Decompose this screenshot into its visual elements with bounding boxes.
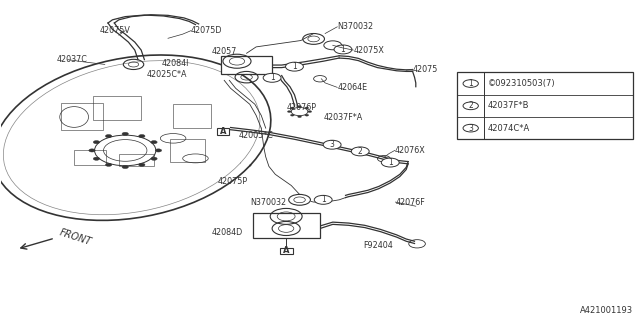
Circle shape	[151, 157, 157, 160]
Text: 1: 1	[388, 158, 392, 167]
Circle shape	[298, 106, 301, 108]
Circle shape	[93, 140, 100, 144]
Text: A: A	[220, 127, 226, 136]
Text: 42084D: 42084D	[211, 228, 243, 237]
Bar	[173, 104, 211, 128]
Text: 42074C*A: 42074C*A	[488, 124, 530, 132]
Bar	[74, 150, 106, 165]
Text: 3: 3	[468, 124, 473, 132]
Circle shape	[106, 134, 112, 138]
Circle shape	[291, 114, 294, 116]
Bar	[221, 56, 272, 74]
Circle shape	[122, 165, 129, 169]
Text: 42005*C: 42005*C	[239, 131, 274, 140]
Circle shape	[298, 116, 301, 118]
Circle shape	[463, 102, 478, 110]
Text: 42075P: 42075P	[218, 177, 248, 186]
Text: 42075D: 42075D	[191, 26, 223, 35]
Text: F92404: F92404	[364, 241, 393, 250]
Circle shape	[463, 80, 478, 87]
Circle shape	[381, 158, 399, 167]
Text: 1: 1	[468, 79, 473, 88]
Circle shape	[314, 196, 332, 204]
Text: 42076F: 42076F	[396, 197, 425, 206]
Circle shape	[305, 107, 308, 109]
Text: 42076P: 42076P	[287, 103, 317, 112]
Circle shape	[122, 132, 129, 135]
Text: 42084I: 42084I	[162, 59, 189, 68]
Circle shape	[287, 111, 291, 113]
Circle shape	[89, 149, 95, 152]
Circle shape	[151, 140, 157, 144]
Text: 1: 1	[269, 73, 275, 82]
Circle shape	[139, 134, 145, 138]
Text: 42076X: 42076X	[395, 146, 426, 155]
Circle shape	[334, 45, 352, 54]
Text: 1: 1	[292, 62, 297, 71]
Circle shape	[305, 114, 308, 116]
Circle shape	[308, 111, 312, 113]
Text: 42075X: 42075X	[353, 45, 384, 55]
Text: 42057: 42057	[211, 47, 237, 56]
Bar	[216, 128, 229, 134]
Circle shape	[291, 107, 294, 109]
Text: N370032: N370032	[250, 197, 286, 206]
Text: ©092310503(7): ©092310503(7)	[488, 79, 556, 88]
Bar	[458, 72, 633, 139]
Bar	[253, 212, 320, 238]
Circle shape	[139, 163, 145, 166]
Text: 1: 1	[340, 45, 346, 54]
Text: 42037C: 42037C	[57, 55, 88, 64]
Text: 42075V: 42075V	[100, 26, 131, 35]
Circle shape	[463, 124, 478, 132]
Circle shape	[106, 163, 112, 166]
Text: 42037F*B: 42037F*B	[488, 101, 529, 110]
Text: 42037F*A: 42037F*A	[323, 114, 362, 123]
Bar	[119, 154, 154, 166]
Text: 3: 3	[330, 140, 335, 149]
Circle shape	[156, 149, 162, 152]
Circle shape	[93, 157, 100, 160]
Text: A: A	[283, 246, 289, 255]
Bar	[280, 248, 292, 254]
Text: 42075: 42075	[413, 65, 438, 74]
Text: 42064E: 42064E	[337, 83, 367, 92]
Bar	[93, 96, 141, 120]
Text: 1: 1	[321, 195, 326, 204]
Text: 42025C*A: 42025C*A	[147, 70, 187, 79]
Text: 2: 2	[468, 101, 473, 110]
Circle shape	[263, 73, 281, 82]
Bar	[170, 139, 205, 162]
Circle shape	[323, 140, 341, 149]
Text: N370032: N370032	[337, 22, 373, 31]
Text: 2: 2	[358, 147, 363, 156]
Text: A421001193: A421001193	[580, 306, 633, 315]
Bar	[61, 103, 103, 130]
Text: FRONT: FRONT	[58, 227, 93, 247]
Circle shape	[351, 147, 369, 156]
Circle shape	[285, 62, 303, 71]
